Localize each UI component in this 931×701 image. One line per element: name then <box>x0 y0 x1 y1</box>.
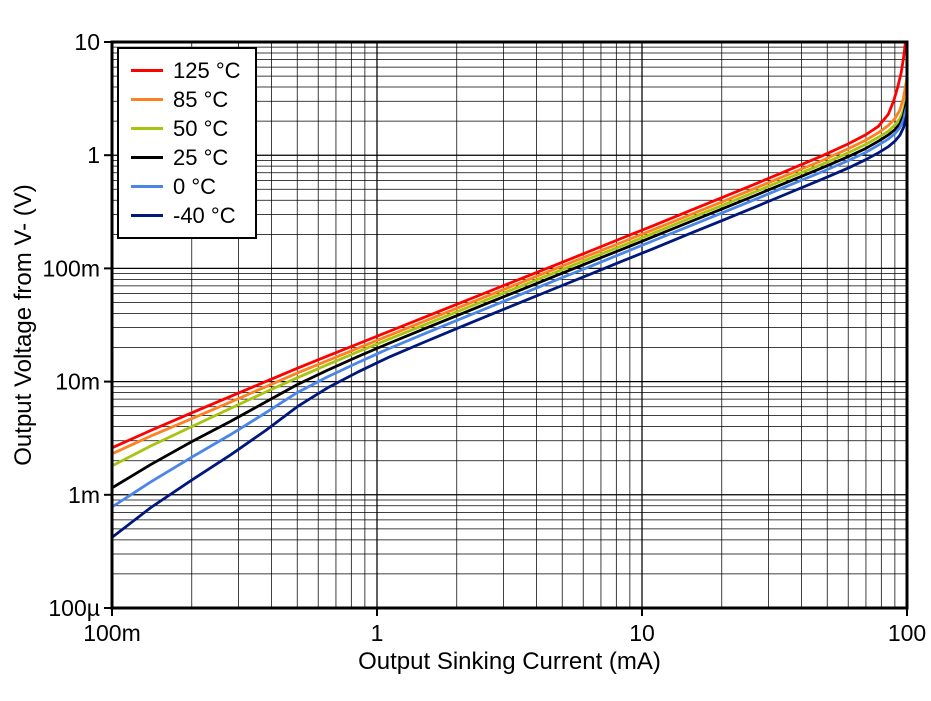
x-tick-label: 1 <box>371 620 384 646</box>
y-tick-label: 10 <box>74 29 100 55</box>
legend-label: 0 °C <box>173 173 217 199</box>
legend-swatch <box>131 127 163 130</box>
y-axis-title: Output Voltage from V- (V) <box>10 184 37 466</box>
x-tick-label: 100m <box>83 620 141 646</box>
legend-item: 50 °C <box>131 114 241 143</box>
y-tick-label: 1m <box>68 482 100 508</box>
legend-swatch <box>131 98 163 101</box>
y-tick-label: 1 <box>87 142 100 168</box>
x-tick-label: 10 <box>629 620 655 646</box>
legend-swatch <box>131 185 163 188</box>
legend-swatch <box>131 156 163 159</box>
plot-border <box>110 40 909 610</box>
series-line-4 <box>112 103 907 509</box>
legend-label: 85 °C <box>173 86 229 112</box>
series-line-3 <box>112 98 907 490</box>
legend-item: 0 °C <box>131 172 241 201</box>
legend-item: 85 °C <box>131 85 241 114</box>
legend-item: 125 °C <box>131 56 241 85</box>
series-line-1 <box>112 75 907 456</box>
series-line-2 <box>112 93 907 468</box>
series-line-5 <box>112 112 907 539</box>
legend-item: 25 °C <box>131 143 241 172</box>
legend-label: -40 °C <box>173 202 236 228</box>
legend-label: 25 °C <box>173 144 229 170</box>
x-tick-label: 100 <box>888 620 926 646</box>
x-axis-title: Output Sinking Current (mA) <box>358 648 661 675</box>
y-tick-label: 100m <box>42 255 100 281</box>
legend-label: 50 °C <box>173 115 229 141</box>
legend-swatch <box>131 69 163 72</box>
legend-label: 125 °C <box>173 57 241 83</box>
legend: 125 °C 85 °C 50 °C 25 °C 0 °C -40 °C <box>117 47 257 239</box>
y-tick-label: 10m <box>55 369 100 395</box>
legend-swatch <box>131 214 163 217</box>
series-line-0 <box>112 42 907 450</box>
legend-item: -40 °C <box>131 201 241 230</box>
y-tick-label: 100µ <box>48 595 100 621</box>
